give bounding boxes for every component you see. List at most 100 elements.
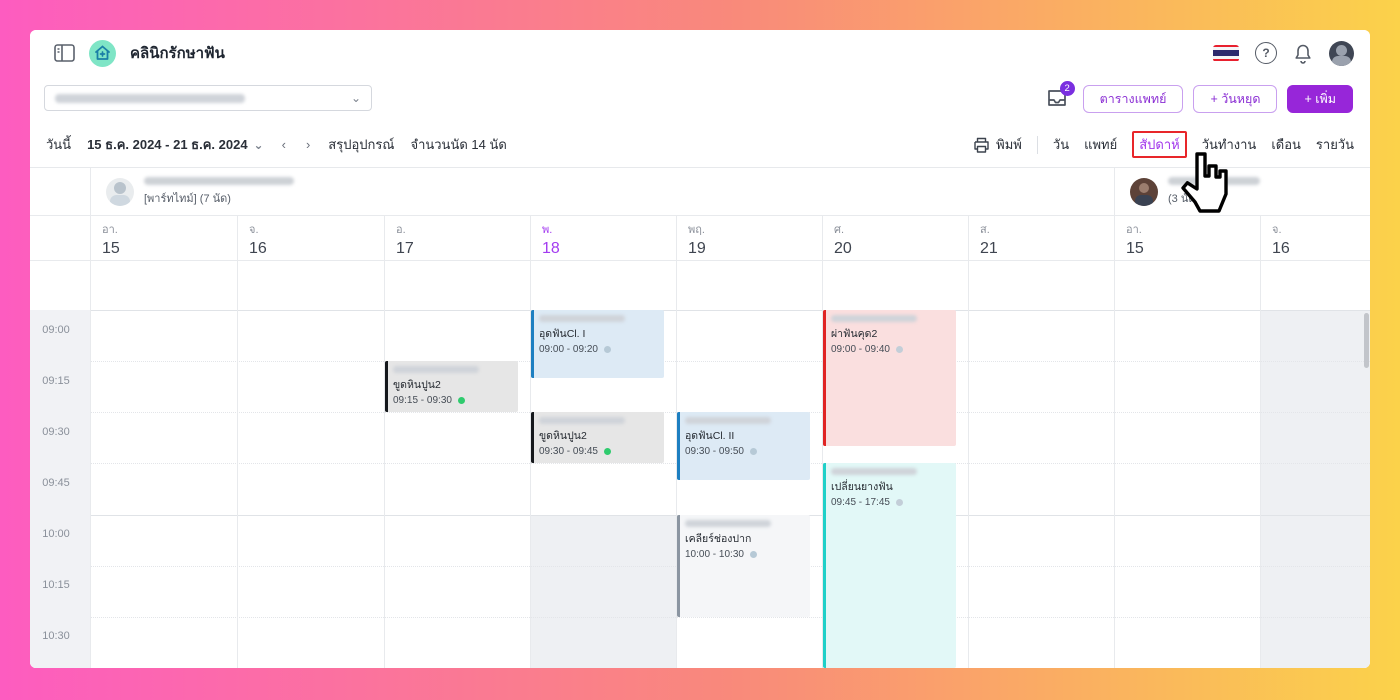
vertical-scrollbar[interactable] (1364, 313, 1369, 368)
day-number: 15 (102, 240, 120, 257)
column-divider (1260, 215, 1261, 668)
column-divider (676, 215, 677, 668)
view-tab-2[interactable]: สัปดาห์ (1132, 131, 1187, 158)
view-tab-1[interactable]: แพทย์ (1084, 137, 1118, 152)
day-header-จ.16[interactable]: จ. 16 (237, 215, 384, 260)
column-divider (530, 215, 531, 668)
day-number: 16 (249, 240, 267, 257)
sidebar-toggle-icon[interactable] (54, 44, 75, 62)
day-header-พ.18[interactable]: พ. 18 (530, 215, 676, 260)
day-header-พฤ.19[interactable]: พฤ. 19 (676, 215, 822, 260)
prev-week-button[interactable]: ‹ (281, 137, 286, 152)
blurred-patient-name (831, 468, 917, 476)
day-number: 20 (834, 240, 852, 257)
day-header-ศ.20[interactable]: ศ. 20 (822, 215, 968, 260)
user-avatar[interactable] (1329, 40, 1354, 66)
week-calendar: [พาร์ทไทม์] (7 นัด) (3 นัด) อา. 15 จ. 16 อ. 17 พ… (30, 168, 1370, 668)
event-title: เคลียร์ช่องปาก (685, 532, 752, 545)
time-label: 09:00 (42, 323, 70, 336)
appointment-count: จำนวนนัด 14 นัด (410, 137, 507, 152)
clinic-logo-icon (89, 39, 116, 67)
blurred-patient-name (831, 315, 917, 322)
status-dot-icon (895, 499, 903, 507)
event-ขูดหินปูน2[interactable]: ขูดหินปูน2 09:30 - 09:45 (531, 412, 664, 464)
event-time: 10:00 - 10:30 (685, 549, 804, 560)
event-time: 09:00 - 09:20 (539, 344, 658, 355)
day-header-จ.16[interactable]: จ. 16 (1260, 215, 1370, 260)
event-time: 09:45 - 17:45 (831, 497, 950, 508)
time-label: 09:30 (42, 425, 70, 438)
day-name: อ. (396, 224, 406, 236)
event-เคลียร์ช่องปาก[interactable]: เคลียร์ช่องปาก 10:00 - 10:30 (677, 514, 810, 617)
time-label: 09:45 (42, 477, 70, 489)
inbox-button[interactable]: 2 (1045, 81, 1075, 112)
blurred-patient-name (685, 417, 771, 425)
event-color-bar (823, 463, 826, 668)
page-title: คลินิกรักษาฟัน (130, 45, 225, 62)
action-row: ⌄ 2 ตารางแพทย์ + วันหยุด + เพิ่ม (30, 76, 1370, 123)
view-tab-3[interactable]: วันทำงาน (1201, 137, 1257, 152)
date-range-picker[interactable]: 15 ธ.ค. 2024 - 21 ธ.ค. 2024 ⌄ (87, 137, 264, 152)
blurred-doctor-name (144, 176, 294, 185)
day-number: 21 (980, 240, 998, 257)
help-icon[interactable]: ? (1255, 42, 1277, 64)
event-title: อุดฟันCl. II (685, 430, 735, 443)
clinic-filter-select[interactable]: ⌄ (44, 85, 372, 111)
status-dot-icon (895, 346, 903, 353)
day-number: 19 (688, 240, 706, 257)
thai-flag-language-icon[interactable] (1213, 44, 1239, 62)
event-time: 09:00 - 09:40 (831, 344, 950, 355)
doctor-schedule-button[interactable]: ตารางแพทย์ (1082, 85, 1184, 113)
day-name: ส. (980, 224, 990, 236)
row-divider (30, 215, 1370, 216)
day-name: จ. (1272, 224, 1282, 236)
blocked-time-region (531, 514, 676, 668)
view-tab-0[interactable]: วัน (1052, 137, 1070, 152)
event-ขูดหินปูน2[interactable]: ขูดหินปูน2 09:15 - 09:30 (385, 361, 518, 413)
view-tab-5[interactable]: รายวัน (1315, 137, 1354, 152)
day-name: ศ. (834, 224, 845, 236)
column-divider (1114, 168, 1115, 668)
event-title: อุดฟันCl. I (539, 328, 586, 340)
day-header-อา.15[interactable]: อา. 15 (1114, 215, 1260, 260)
status-dot-icon (457, 397, 465, 405)
day-name: อา. (102, 224, 118, 236)
add-holiday-button[interactable]: + วันหยุด (1193, 85, 1278, 113)
status-dot-icon (749, 448, 757, 456)
blurred-patient-name (539, 417, 625, 425)
event-ผ่าฟันคุด2[interactable]: ผ่าฟันคุด2 09:00 - 09:40 (823, 310, 956, 447)
view-tab-4[interactable]: เดือน (1271, 137, 1301, 152)
column-divider (90, 168, 91, 668)
notification-bell-icon[interactable] (1293, 43, 1313, 64)
equipment-summary-link[interactable]: สรุปอุปกรณ์ (328, 137, 395, 152)
event-อุดฟันCl. II[interactable]: อุดฟันCl. II 09:30 - 09:50 (677, 412, 810, 481)
inbox-badge: 2 (1059, 81, 1075, 96)
event-เปลี่ยนยางฟัน[interactable]: เปลี่ยนยางฟัน 09:45 - 17:45 (823, 463, 956, 668)
day-header-อ.17[interactable]: อ. 17 (384, 215, 530, 260)
time-label: 10:00 (42, 528, 70, 541)
blurred-patient-name (685, 519, 771, 527)
doctor-subtitle: (3 นัด) (1168, 192, 1200, 205)
row-divider (30, 260, 1370, 261)
column-divider (968, 215, 969, 668)
event-อุดฟันCl. I[interactable]: อุดฟันCl. I 09:00 - 09:20 (531, 310, 664, 379)
header-bar: คลินิกรักษาฟัน ? (30, 30, 1370, 77)
day-header-ส.21[interactable]: ส. 21 (968, 215, 1114, 260)
next-week-button[interactable]: › (305, 137, 311, 152)
event-time: 09:30 - 09:50 (685, 446, 804, 457)
add-appointment-button[interactable]: + เพิ่ม (1287, 85, 1353, 113)
event-title: ขูดหินปูน2 (539, 430, 587, 443)
time-label: 09:15 (42, 374, 70, 387)
print-button[interactable]: พิมพ์ (973, 134, 1022, 155)
time-slot-line (90, 616, 1370, 618)
day-number: 17 (396, 240, 414, 257)
today-button[interactable]: วันนี้ (46, 137, 72, 152)
event-color-bar (531, 412, 534, 464)
day-number: 15 (1126, 240, 1144, 257)
doctor-header-2: (3 นัด) (1114, 168, 1370, 215)
time-gutter (30, 310, 90, 668)
event-color-bar (677, 412, 680, 481)
day-header-อา.15[interactable]: อา. 15 (90, 215, 237, 260)
event-time: 09:15 - 09:30 (393, 395, 512, 406)
event-title: ขูดหินปูน2 (393, 379, 441, 392)
